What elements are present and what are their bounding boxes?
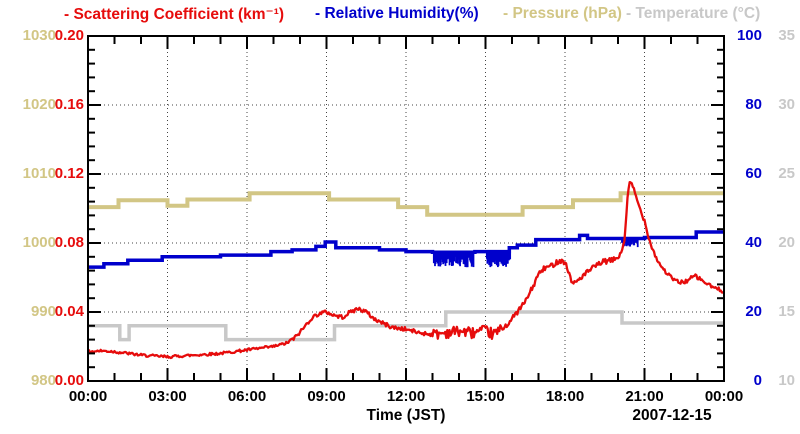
x-tick-time: 12:00 xyxy=(386,388,426,405)
date-label: 2007-12-15 xyxy=(632,407,712,424)
y-tick-humidity: 80 xyxy=(745,96,762,113)
y-tick-humidity: 60 xyxy=(745,165,762,182)
legend-temperature: - Temperature (°C) xyxy=(626,5,761,22)
x-tick-time: 15:00 xyxy=(466,388,505,405)
x-tick-time: 00:00 xyxy=(68,388,108,405)
y-tick-temperature: 10 xyxy=(778,372,795,389)
y-tick-pressure: 1030 xyxy=(22,27,56,44)
x-tick-time: 21:00 xyxy=(625,388,664,405)
y-tick-scattering: 0.12 xyxy=(54,165,84,182)
scattering-line xyxy=(87,180,725,360)
temperature-line xyxy=(88,310,724,342)
y-tick-pressure: 980 xyxy=(30,372,56,389)
y-tick-humidity: 40 xyxy=(745,234,762,251)
humidity-line xyxy=(88,230,724,269)
x-tick-time: 09:00 xyxy=(307,388,346,405)
y-tick-scattering: 0.00 xyxy=(54,372,84,389)
y-tick-temperature: 30 xyxy=(778,96,795,113)
legend-scattering: - Scattering Coefficient (km⁻¹) xyxy=(64,6,285,23)
y-tick-pressure: 1020 xyxy=(22,96,56,113)
y-tick-temperature: 15 xyxy=(778,303,795,320)
x-tick-time: 18:00 xyxy=(545,388,585,405)
y-tick-temperature: 35 xyxy=(778,27,795,44)
legend-pressure: - Pressure (hPa) xyxy=(503,5,622,22)
y-tick-scattering: 0.08 xyxy=(54,234,84,251)
x-tick-time: 03:00 xyxy=(148,388,187,405)
y-tick-humidity: 0 xyxy=(753,372,762,389)
pressure-line xyxy=(88,191,724,217)
y-tick-pressure: 990 xyxy=(30,303,56,320)
x-axis-title: Time (JST) xyxy=(366,407,446,424)
y-tick-humidity: 100 xyxy=(736,27,762,44)
y-tick-scattering: 0.16 xyxy=(54,96,84,113)
y-tick-temperature: 25 xyxy=(778,165,795,182)
y-tick-temperature: 20 xyxy=(778,234,795,251)
y-tick-scattering: 0.20 xyxy=(54,27,84,44)
legend-humidity: - Relative Humidity(%) xyxy=(315,5,479,22)
y-tick-pressure: 1000 xyxy=(22,234,56,251)
y-tick-pressure: 1010 xyxy=(22,165,56,182)
x-tick-time: 06:00 xyxy=(227,388,267,405)
x-tick-time: 00:00 xyxy=(704,388,744,405)
y-tick-scattering: 0.04 xyxy=(54,303,84,320)
y-tick-humidity: 20 xyxy=(745,303,762,320)
